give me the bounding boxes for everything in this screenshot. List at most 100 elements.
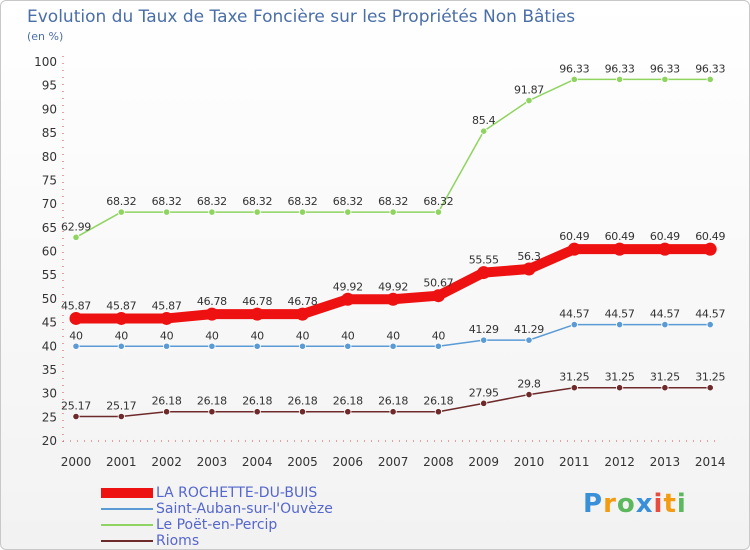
data-point xyxy=(72,342,80,350)
data-point xyxy=(163,408,171,416)
data-label: 44.57 xyxy=(650,308,680,321)
x-tick-label: 2012 xyxy=(604,455,635,469)
data-label: 25.17 xyxy=(61,400,91,413)
data-point xyxy=(298,342,307,350)
data-label: 31.25 xyxy=(605,371,635,384)
data-label: 96.33 xyxy=(650,62,680,75)
y-tick-label: 90 xyxy=(42,102,57,116)
legend-swatch xyxy=(101,524,153,526)
data-label: 55.55 xyxy=(469,254,499,267)
data-label: 27.95 xyxy=(469,386,499,399)
x-tick-label: 2004 xyxy=(242,455,273,469)
data-point xyxy=(389,208,397,216)
data-label: 46.78 xyxy=(197,295,227,308)
data-label: 26.18 xyxy=(288,395,318,408)
data-label: 68.32 xyxy=(288,195,318,208)
data-label: 44.57 xyxy=(695,308,725,321)
data-label: 68.32 xyxy=(242,195,272,208)
data-label: 40 xyxy=(341,329,355,342)
y-tick-label: 20 xyxy=(42,434,57,448)
data-label: 56.3 xyxy=(517,250,541,263)
data-label: 45.87 xyxy=(106,299,136,312)
data-label: 40 xyxy=(205,329,219,342)
data-point xyxy=(344,408,352,416)
data-point xyxy=(615,384,624,392)
data-label: 29.8 xyxy=(517,378,541,391)
data-point xyxy=(615,320,624,329)
data-label: 26.18 xyxy=(333,395,363,408)
data-label: 68.32 xyxy=(197,195,227,208)
logo-letter: P xyxy=(583,489,604,519)
data-point xyxy=(163,342,171,350)
data-point xyxy=(389,342,397,350)
chart-title: Evolution du Taux de Taxe Foncière sur l… xyxy=(27,7,576,27)
x-tick-label: 2007 xyxy=(378,455,409,469)
data-label: 96.33 xyxy=(605,62,635,75)
data-point xyxy=(703,242,717,256)
data-label: 45.87 xyxy=(152,299,182,312)
data-label: 31.25 xyxy=(559,371,589,384)
data-point xyxy=(208,208,216,216)
data-point xyxy=(160,311,174,325)
y-tick-label: 35 xyxy=(42,363,57,377)
data-point xyxy=(706,320,714,329)
data-label: 46.78 xyxy=(288,295,318,308)
data-label: 31.25 xyxy=(650,371,680,384)
data-point xyxy=(208,342,216,350)
x-tick-label: 2014 xyxy=(695,455,726,469)
x-tick-label: 2005 xyxy=(287,455,318,469)
data-point xyxy=(253,342,261,350)
logo-letter: i xyxy=(653,489,664,519)
legend-label: Le Poët-en-Percip xyxy=(156,517,278,533)
data-point xyxy=(661,75,669,83)
data-point xyxy=(72,412,80,421)
data-point xyxy=(344,208,352,216)
data-point xyxy=(661,384,669,392)
x-tick-label: 2013 xyxy=(650,455,681,469)
data-point xyxy=(72,233,80,241)
data-point xyxy=(117,412,125,421)
data-point xyxy=(117,342,125,350)
data-label: 85.4 xyxy=(472,114,496,127)
data-point xyxy=(250,307,264,321)
data-label: 31.25 xyxy=(695,371,725,384)
data-label: 40 xyxy=(386,329,400,342)
data-point xyxy=(298,208,307,216)
data-labels: 62.99 68.32 68.32 68.32 68.32 68.32 68.32 68.32… xyxy=(61,62,726,413)
data-point xyxy=(386,292,400,306)
x-tick-label: 2003 xyxy=(197,455,228,469)
y-tick-label: 60 xyxy=(42,245,57,259)
data-point xyxy=(431,289,445,303)
y-tick-label: 25 xyxy=(42,410,57,424)
series-layer xyxy=(69,75,717,421)
y-tick-label: 40 xyxy=(42,339,57,353)
data-point xyxy=(525,390,533,399)
data-point xyxy=(117,208,125,216)
data-label: 26.18 xyxy=(423,395,453,408)
data-label: 40 xyxy=(296,329,310,342)
data-point xyxy=(298,408,307,416)
x-tick-label: 2000 xyxy=(61,455,92,469)
data-label: 40 xyxy=(115,329,129,342)
data-point xyxy=(567,242,581,256)
y-tick-label: 95 xyxy=(42,79,57,93)
y-tick-label: 50 xyxy=(42,292,57,306)
data-label: 60.49 xyxy=(695,230,725,243)
data-point xyxy=(658,242,672,256)
y-tick-label: 55 xyxy=(42,268,57,282)
x-tick-label: 2001 xyxy=(106,455,137,469)
data-label: 44.57 xyxy=(559,308,589,321)
legend-swatch xyxy=(101,508,153,510)
x-tick-label: 2010 xyxy=(514,455,545,469)
legend-label: Saint-Auban-sur-l'Ouvèze xyxy=(156,501,333,517)
x-tick-label: 2008 xyxy=(423,455,454,469)
data-label: 60.49 xyxy=(559,230,589,243)
y-tick-label: 75 xyxy=(42,173,57,187)
data-label: 44.57 xyxy=(605,308,635,321)
data-label: 25.17 xyxy=(106,400,136,413)
data-label: 60.49 xyxy=(650,230,680,243)
legend-swatch xyxy=(101,488,153,498)
data-label: 26.18 xyxy=(242,395,272,408)
data-point xyxy=(570,75,578,83)
logo-letter: r xyxy=(603,489,617,519)
